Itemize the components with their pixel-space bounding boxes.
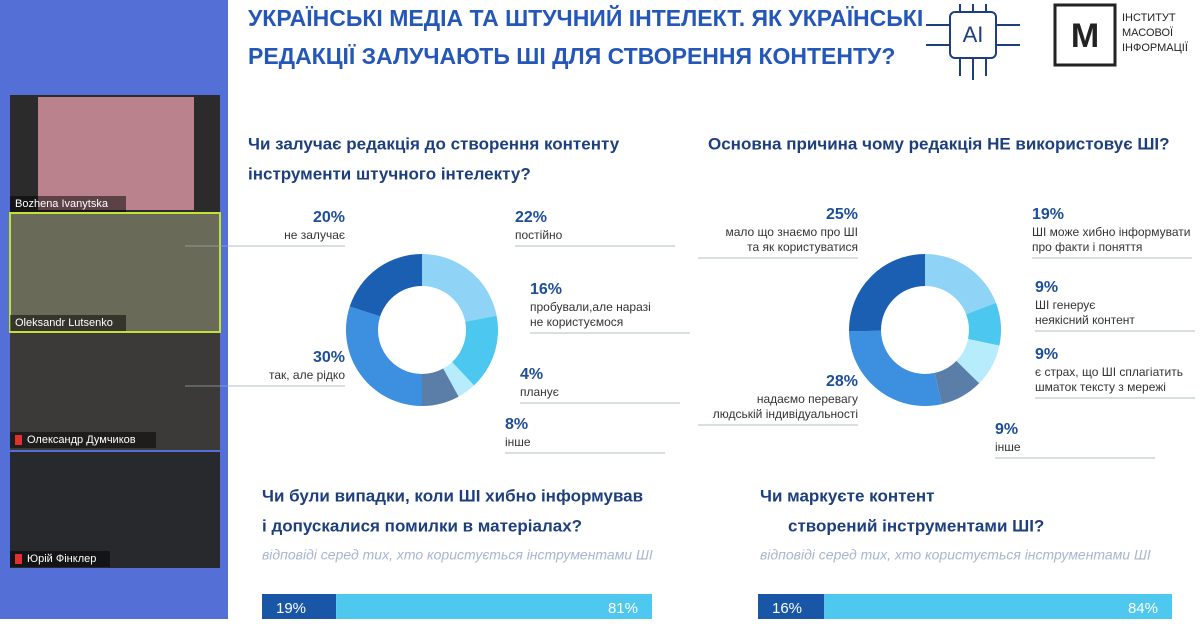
- donut-segment: [443, 362, 475, 397]
- bar-label: 84%: [1128, 600, 1158, 617]
- chart-title: інструменти штучного інтелекту?: [248, 164, 531, 183]
- video-tiles: Bozhena Ivanytska Oleksandr Lutsenko Оле…: [9, 95, 221, 568]
- donut-segment: [422, 368, 459, 406]
- percent-label: 4%: [520, 366, 543, 383]
- segment-label: ШІ може хибно інформувати: [1032, 225, 1190, 239]
- donut-segment: [349, 254, 422, 317]
- segment-label: інше: [505, 435, 531, 449]
- percent-label: 22%: [515, 209, 547, 226]
- percent-label: 20%: [313, 209, 345, 226]
- participant-name: Oleksandr Lutsenko: [15, 317, 113, 329]
- participant-name: Bozhena Ivanytska: [15, 198, 109, 210]
- segment-label: пробували,але наразі: [530, 300, 651, 314]
- bar-label: 16%: [772, 600, 802, 617]
- donut-segment: [934, 360, 980, 405]
- segment-label: шматок тексту з мережі: [1035, 380, 1166, 394]
- segment-label: так, але рідко: [269, 368, 345, 382]
- video-tile[interactable]: [10, 452, 220, 568]
- bar-segment: [824, 594, 1172, 624]
- org-name: ІНФОРМАЦІЇ: [1122, 42, 1189, 54]
- bar-label: 19%: [276, 600, 306, 617]
- segment-label: неякісний контент: [1035, 313, 1135, 327]
- ai-logo: AI: [926, 4, 1020, 80]
- slide: [228, 0, 1200, 619]
- logo-mark: М: [1071, 17, 1099, 55]
- chart-title: Чи були випадки, коли ШІ хибно інформува…: [262, 486, 643, 505]
- name-bg: [10, 432, 156, 448]
- logo-box: [1053, 3, 1117, 67]
- org-name: ІНСТИТУТ: [1122, 12, 1176, 24]
- segment-label: та як користуватися: [747, 240, 858, 254]
- donut-segment: [452, 315, 498, 386]
- donut-segment: [849, 330, 942, 406]
- chart-title: і допускалися помилки в матеріалах?: [262, 516, 582, 535]
- slide-title: РЕДАКЦІЇ ЗАЛУЧАЮТЬ ШІ ДЛЯ СТВОРЕННЯ КОНТ…: [248, 43, 895, 69]
- segment-label: надаємо перевагу: [757, 392, 858, 406]
- percent-label: 25%: [826, 206, 858, 223]
- participant-name: Олександр Думчиков: [27, 434, 136, 446]
- mute-icon: [15, 554, 22, 564]
- bar-label: 81%: [608, 600, 638, 617]
- segment-label: не залучає: [284, 228, 345, 242]
- donut-segment: [966, 302, 1001, 346]
- chip-pins: [926, 4, 1020, 80]
- ai-text: AI: [963, 22, 984, 47]
- org-logo: М ІНСТИТУТ МАСОВОЇ ІНФОРМАЦІЇ: [1053, 3, 1189, 67]
- donut-segment: [956, 339, 1000, 384]
- name-bg: [10, 196, 126, 212]
- percent-label: 9%: [1035, 346, 1058, 363]
- segment-label: мало що знаємо про ШІ: [725, 225, 858, 239]
- donut-segment: [422, 254, 497, 322]
- segment-label: інше: [995, 440, 1021, 454]
- segment-label: є страх, що ШІ сплагіатить: [1035, 365, 1183, 379]
- mute-icon: [15, 435, 22, 445]
- chart-subtitle: відповіді серед тих, хто користується ін…: [760, 547, 1151, 563]
- percent-label: 9%: [995, 421, 1018, 438]
- segment-label: не користуємося: [530, 315, 623, 329]
- video-tile[interactable]: [9, 212, 221, 333]
- percent-label: 8%: [505, 416, 528, 433]
- percent-label: 28%: [826, 373, 858, 390]
- segment-label: постійно: [515, 228, 563, 242]
- segment-label: планує: [520, 385, 559, 399]
- name-bg: [10, 315, 126, 331]
- chart-title: Чи маркуєте контент: [760, 486, 934, 505]
- video-feed: [38, 97, 194, 210]
- segment-label: ШІ генерує: [1035, 298, 1095, 312]
- donut-segment: [849, 254, 925, 332]
- chart-title: Основна причина чому редакція НЕ викорис…: [708, 134, 1170, 153]
- percent-label: 30%: [313, 349, 345, 366]
- percent-label: 16%: [530, 281, 562, 298]
- chart-title: створений інструментами ШІ?: [788, 516, 1044, 535]
- bar-segment: [336, 594, 652, 624]
- percent-label: 9%: [1035, 279, 1058, 296]
- segment-label: про факти і поняття: [1032, 240, 1142, 254]
- slide-title: УКРАЇНСЬКІ МЕДІА ТА ШТУЧНИЙ ІНТЕЛЕКТ. ЯК…: [248, 4, 923, 31]
- name-bg: [10, 551, 110, 567]
- participant-name: Юрій Фінклер: [27, 553, 96, 565]
- video-tile[interactable]: [10, 333, 220, 450]
- donut-segment: [345, 306, 422, 406]
- chart-subtitle: відповіді серед тих, хто користується ін…: [262, 547, 653, 563]
- org-name: МАСОВОЇ: [1122, 27, 1174, 39]
- chart-title: Чи залучає редакція до створення контент…: [248, 134, 620, 153]
- segment-label: людській індивідуальності: [713, 407, 858, 421]
- percent-label: 19%: [1032, 206, 1064, 223]
- donut-segment: [925, 254, 996, 315]
